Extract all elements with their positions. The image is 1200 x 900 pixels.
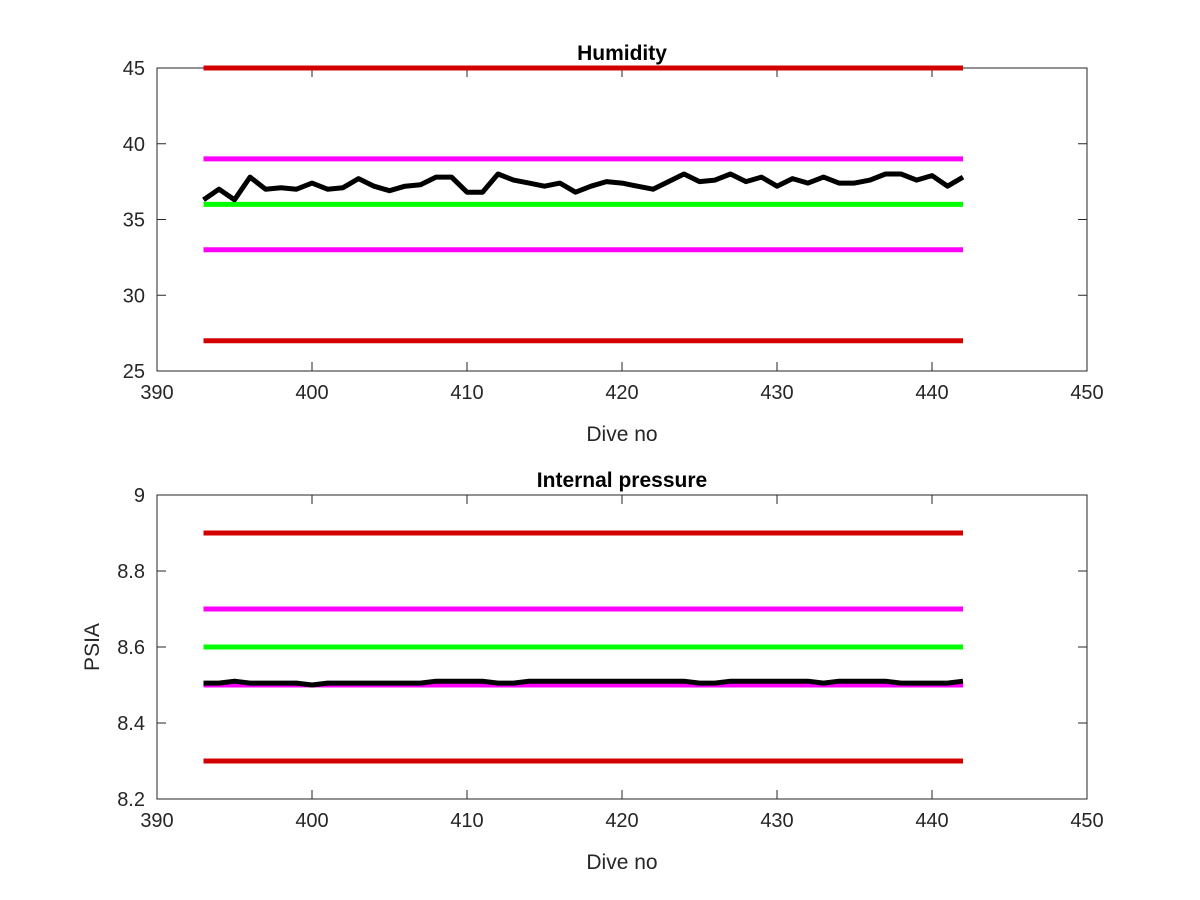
humidity-x-tick-label: 430 <box>760 382 793 404</box>
internal-pressure-x-tick-label: 430 <box>760 810 793 832</box>
internal-pressure-y-tick-label: 8.6 <box>117 637 145 659</box>
internal-pressure-x-tick-label: 400 <box>295 810 328 832</box>
humidity-x-tick-label: 390 <box>140 382 173 404</box>
humidity-x-tick-label: 410 <box>450 382 483 404</box>
humidity-x-tick-label: 450 <box>1070 382 1103 404</box>
humidity-x-tick-label: 400 <box>295 382 328 404</box>
internal-pressure-x-axis-label: Dive no <box>586 851 657 874</box>
humidity-data-line <box>202 171 965 203</box>
humidity-y-tick-label: 35 <box>123 210 145 232</box>
humidity-y-tick-label: 25 <box>123 361 145 383</box>
humidity-y-tick-label: 40 <box>123 134 145 156</box>
humidity-x-tick-label: 440 <box>915 382 948 404</box>
internal-pressure-y-tick-label: 9 <box>134 485 145 507</box>
internal-pressure-title: Internal pressure <box>537 469 707 492</box>
internal-pressure-x-tick-label: 440 <box>915 810 948 832</box>
humidity-y-tick-label: 30 <box>123 285 145 307</box>
internal-pressure-y-tick-label: 8.4 <box>117 713 145 735</box>
humidity-title: Humidity <box>577 42 667 65</box>
internal-pressure-data-line <box>203 678 964 688</box>
humidity-axes-box <box>156 67 1088 372</box>
internal-pressure-x-tick-label: 450 <box>1070 810 1103 832</box>
internal-pressure-x-tick-label: 420 <box>605 810 638 832</box>
internal-pressure-subplot: 390 400 410 420 430 440 450 8.2 8.4 8.6 8.8 9 Intern… <box>81 469 1104 874</box>
humidity-x-tick-label: 420 <box>605 382 638 404</box>
internal-pressure-y-axis-label: PSIA <box>81 623 104 671</box>
humidity-subplot: 390 400 410 420 430 440 450 25 30 35 40 45 Humidity D… <box>123 42 1104 446</box>
humidity-x-axis-label: Dive no <box>586 423 657 446</box>
humidity-y-tick-label: 45 <box>123 58 145 80</box>
internal-pressure-y-tick-label: 8.2 <box>117 789 145 811</box>
internal-pressure-x-tick-label: 410 <box>450 810 483 832</box>
internal-pressure-x-tick-label: 390 <box>140 810 173 832</box>
internal-pressure-y-tick-label: 8.8 <box>117 561 145 583</box>
